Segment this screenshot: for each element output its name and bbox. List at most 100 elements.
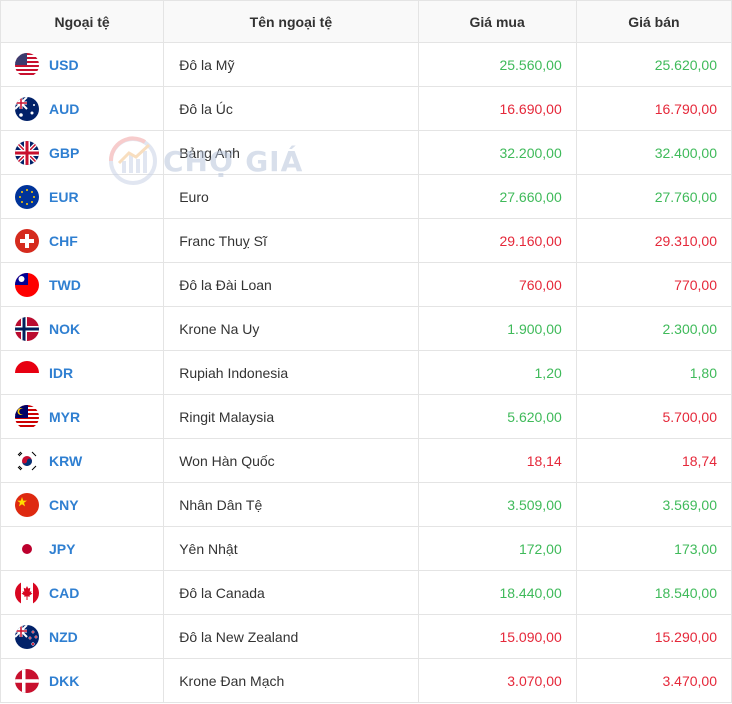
buy-price: 29.160,00 bbox=[417, 218, 577, 263]
sell-price: 770,00 bbox=[575, 262, 732, 307]
currency-code-cell: IDR bbox=[0, 350, 165, 395]
au-flag-icon bbox=[15, 96, 39, 121]
currency-code-link[interactable]: NOK bbox=[49, 320, 81, 337]
currency-name: Nhân Dân Tệ bbox=[163, 482, 419, 527]
currency-name: Ringit Malaysia bbox=[163, 394, 419, 439]
sell-price: 16.790,00 bbox=[575, 86, 732, 131]
buy-price: 27.660,00 bbox=[417, 174, 577, 219]
currency-code-link[interactable]: CAD bbox=[49, 584, 80, 601]
table-row: JPY Yên Nhật 172,00 173,00 bbox=[0, 526, 732, 571]
currency-code-cell: DKK bbox=[0, 658, 165, 703]
cn-flag-icon bbox=[15, 492, 39, 517]
header-sell: Giá bán bbox=[575, 0, 732, 43]
currency-code-link[interactable]: KRW bbox=[49, 452, 83, 469]
buy-price: 18,14 bbox=[417, 438, 577, 483]
table-row: GBP Bảng Anh 32.200,00 32.400,00 bbox=[0, 130, 732, 175]
currency-code-link[interactable]: GBP bbox=[49, 144, 80, 161]
currency-code-link[interactable]: USD bbox=[49, 56, 79, 73]
header-code: Ngoại tệ bbox=[0, 0, 165, 43]
table-row: EUR Euro 27.660,00 27.760,00 bbox=[0, 174, 732, 219]
currency-code-cell: TWD bbox=[0, 262, 165, 307]
currency-name: Đô la Canada bbox=[163, 570, 419, 615]
sell-price: 15.290,00 bbox=[575, 614, 732, 659]
currency-code-link[interactable]: JPY bbox=[49, 540, 76, 557]
currency-code-link[interactable]: CNY bbox=[49, 496, 79, 513]
my-flag-icon bbox=[15, 404, 39, 429]
buy-price: 172,00 bbox=[417, 526, 577, 571]
currency-code-cell: USD bbox=[0, 42, 165, 87]
currency-code-link[interactable]: NZD bbox=[49, 628, 78, 645]
sell-price: 3.470,00 bbox=[575, 658, 732, 703]
currency-name: Krone Na Uy bbox=[163, 306, 419, 351]
currency-code-cell: KRW bbox=[0, 438, 165, 483]
table-row: MYR Ringit Malaysia 5.620,00 5.700,00 bbox=[0, 394, 732, 439]
sell-price: 3.569,00 bbox=[575, 482, 732, 527]
currency-code-link[interactable]: AUD bbox=[49, 100, 80, 117]
currency-code-cell: GBP bbox=[0, 130, 165, 175]
currency-name: Đô la New Zealand bbox=[163, 614, 419, 659]
currency-code-link[interactable]: IDR bbox=[49, 364, 74, 381]
currency-code-link[interactable]: CHF bbox=[49, 232, 78, 249]
id-flag-icon bbox=[15, 360, 39, 385]
buy-price: 3.509,00 bbox=[417, 482, 577, 527]
currency-name: Franc Thuỵ Sĩ bbox=[163, 218, 419, 263]
currency-code-link[interactable]: TWD bbox=[49, 276, 81, 293]
buy-price: 32.200,00 bbox=[417, 130, 577, 175]
kr-flag-icon bbox=[15, 448, 39, 473]
currency-code-cell: CHF bbox=[0, 218, 165, 263]
header-name: Tên ngoại tệ bbox=[163, 0, 419, 43]
sell-price: 32.400,00 bbox=[575, 130, 732, 175]
currency-name: Won Hàn Quốc bbox=[163, 438, 419, 483]
currency-name: Krone Đan Mạch bbox=[163, 658, 419, 703]
no-flag-icon bbox=[15, 316, 39, 341]
currency-name: Euro bbox=[163, 174, 419, 219]
currency-code-cell: JPY bbox=[0, 526, 165, 571]
buy-price: 5.620,00 bbox=[417, 394, 577, 439]
ca-flag-icon bbox=[15, 580, 39, 605]
buy-price: 16.690,00 bbox=[417, 86, 577, 131]
jp-flag-icon bbox=[15, 536, 39, 561]
header-buy: Giá mua bbox=[417, 0, 577, 43]
buy-price: 15.090,00 bbox=[417, 614, 577, 659]
currency-name: Đô la Mỹ bbox=[163, 42, 419, 87]
buy-price: 1,20 bbox=[417, 350, 577, 395]
currency-code-cell: MYR bbox=[0, 394, 165, 439]
table-row: AUD Đô la Úc 16.690,00 16.790,00 bbox=[0, 86, 732, 131]
table-row: TWD Đô la Đài Loan 760,00 770,00 bbox=[0, 262, 732, 307]
ch-flag-icon bbox=[15, 228, 39, 253]
currency-code-link[interactable]: EUR bbox=[49, 188, 79, 205]
table-row: KRW Won Hàn Quốc 18,14 18,74 bbox=[0, 438, 732, 483]
currency-code-cell: CNY bbox=[0, 482, 165, 527]
sell-price: 1,80 bbox=[575, 350, 732, 395]
table-row: USD Đô la Mỹ 25.560,00 25.620,00 bbox=[0, 42, 732, 87]
table-row: DKK Krone Đan Mạch 3.070,00 3.470,00 bbox=[0, 658, 732, 703]
us-flag-icon bbox=[15, 52, 39, 77]
sell-price: 18.540,00 bbox=[575, 570, 732, 615]
tw-flag-icon bbox=[15, 272, 39, 297]
sell-price: 173,00 bbox=[575, 526, 732, 571]
sell-price: 5.700,00 bbox=[575, 394, 732, 439]
gb-flag-icon bbox=[15, 140, 39, 165]
currency-code-cell: EUR bbox=[0, 174, 165, 219]
dk-flag-icon bbox=[15, 668, 39, 693]
currency-name: Đô la Đài Loan bbox=[163, 262, 419, 307]
header-row: Ngoại tệ Tên ngoại tệ Giá mua Giá bán bbox=[0, 0, 732, 43]
currency-name: Rupiah Indonesia bbox=[163, 350, 419, 395]
buy-price: 3.070,00 bbox=[417, 658, 577, 703]
currency-code-cell: CAD bbox=[0, 570, 165, 615]
currency-code-link[interactable]: MYR bbox=[49, 408, 81, 425]
sell-price: 25.620,00 bbox=[575, 42, 732, 87]
table-row: CNY Nhân Dân Tệ 3.509,00 3.569,00 bbox=[0, 482, 732, 527]
currency-name: Bảng Anh bbox=[163, 130, 419, 175]
table-row: NOK Krone Na Uy 1.900,00 2.300,00 bbox=[0, 306, 732, 351]
sell-price: 29.310,00 bbox=[575, 218, 732, 263]
currency-code-cell: NZD bbox=[0, 614, 165, 659]
buy-price: 18.440,00 bbox=[417, 570, 577, 615]
currency-name: Đô la Úc bbox=[163, 86, 419, 131]
buy-price: 1.900,00 bbox=[417, 306, 577, 351]
table-row: IDR Rupiah Indonesia 1,20 1,80 bbox=[0, 350, 732, 395]
buy-price: 25.560,00 bbox=[417, 42, 577, 87]
currency-code-link[interactable]: DKK bbox=[49, 672, 80, 689]
table-row: CHF Franc Thuỵ Sĩ 29.160,00 29.310,00 bbox=[0, 218, 732, 263]
